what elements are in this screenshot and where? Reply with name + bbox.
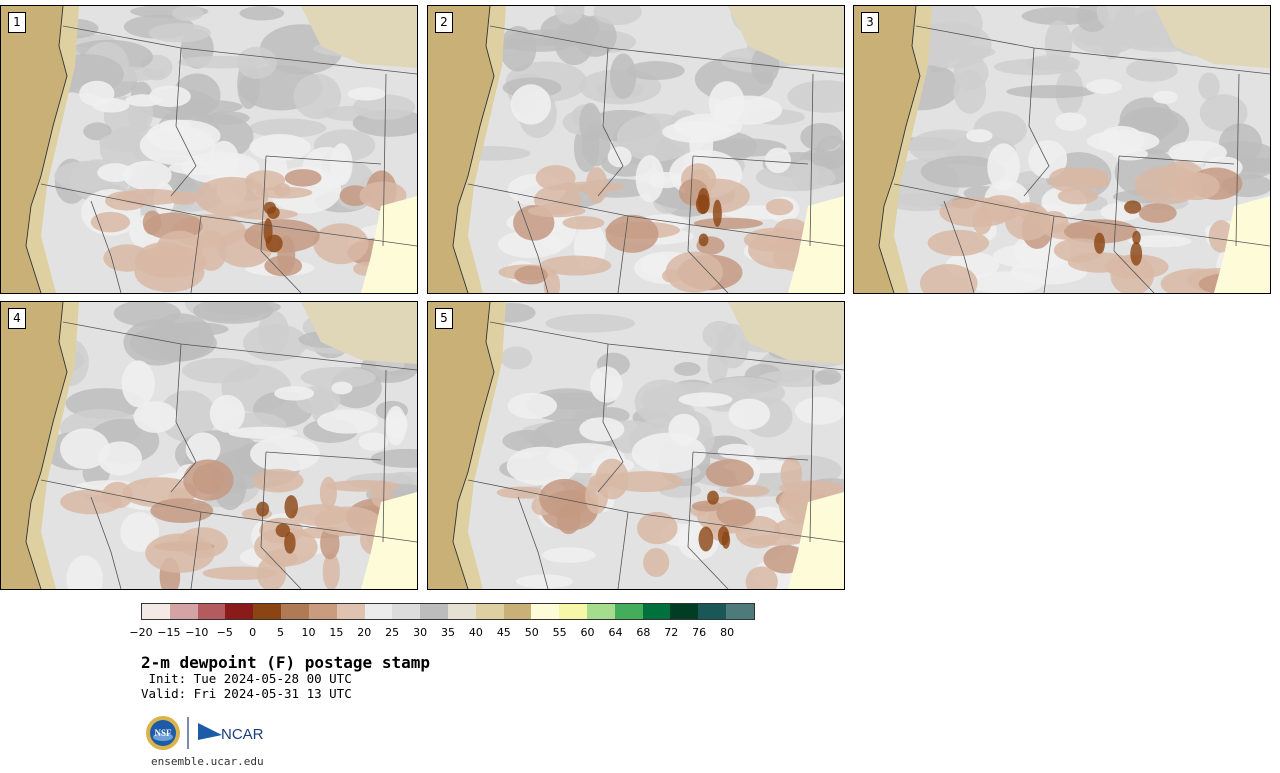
colorbar-tick-label: 20: [357, 626, 372, 639]
colorbar-tick-label: 55: [552, 626, 567, 639]
colorbar-tick-label: −5: [216, 626, 233, 639]
colorbar-segment: [281, 604, 309, 619]
colorbar-tick-label: 30: [413, 626, 428, 639]
nsf-ncar-logo[interactable]: NSF NCAR: [145, 714, 275, 754]
colorbar-segment: [614, 604, 643, 619]
colorbar-tick-label: 50: [524, 626, 539, 639]
panel-label: 4: [8, 308, 26, 329]
colorbar-tick-label: 15: [329, 626, 344, 639]
colorbar-segment: [336, 604, 365, 619]
dewpoint-map-4: [1, 302, 417, 589]
colorbar-segment: [587, 604, 615, 619]
dewpoint-map-5: [428, 302, 844, 589]
dewpoint-map-2: [428, 6, 844, 293]
panel-label: 5: [435, 308, 453, 329]
map-panel-5[interactable]: 5: [427, 301, 845, 590]
dewpoint-map-3: [854, 6, 1270, 293]
colorbar-segment: [447, 604, 476, 619]
colorbar-tick-label: 25: [385, 626, 400, 639]
colorbar-segment: [197, 604, 226, 619]
colorbar-tick-label: 35: [441, 626, 455, 639]
colorbar-segment: [503, 604, 532, 619]
colorbar-ticks: −20 −15 −10 −5 0 5 10 15 20 25 30 35 40 45 50 55 60 64 68 7…: [129, 626, 755, 640]
colorbar-tick-label: 72: [664, 626, 679, 639]
colorbar-tick-label: 64: [608, 626, 623, 639]
colorbar-segment: [559, 604, 587, 619]
colorbar-segment: [475, 604, 504, 619]
colorbar-tick-label: 0: [249, 626, 257, 639]
ncar-logo-icon: NCAR: [198, 723, 264, 743]
svg-text:NSF: NSF: [154, 728, 172, 738]
svg-text:NCAR: NCAR: [221, 726, 264, 743]
init-time: Init: Tue 2024-05-28 00 UTC: [141, 671, 352, 686]
colorbar-segment: [420, 604, 448, 619]
nsf-seal-icon: NSF: [146, 716, 180, 750]
colorbar-segment: [670, 604, 699, 619]
website-link[interactable]: ensemble.ucar.edu: [151, 755, 264, 768]
colorbar-tick-label: 76: [692, 626, 707, 639]
dewpoint-map-1: [1, 6, 417, 293]
map-panel-2[interactable]: 2: [427, 5, 845, 294]
colorbar-segment: [642, 604, 671, 619]
colorbar-segment: [308, 604, 337, 619]
colorbar: [141, 603, 755, 620]
page-title: 2-m dewpoint (F) postage stamp: [141, 653, 430, 672]
colorbar-segment: [531, 604, 560, 619]
colorbar-segment: [253, 604, 282, 619]
colorbar-tick-label: 60: [580, 626, 595, 639]
colorbar-tick-label: 68: [636, 626, 651, 639]
colorbar-tick-label: 40: [468, 626, 483, 639]
map-panel-1[interactable]: 1: [0, 5, 418, 294]
colorbar-tick-label: 10: [301, 626, 316, 639]
colorbar-tick-label: 45: [496, 626, 511, 639]
panel-label: 1: [8, 12, 26, 33]
colorbar-segment: [364, 604, 393, 619]
map-panel-3[interactable]: 3: [853, 5, 1271, 294]
colorbar-segment: [169, 604, 198, 619]
colorbar-segment: [698, 604, 727, 619]
panel-label: 2: [435, 12, 453, 33]
colorbar-tick-label: 80: [720, 626, 735, 639]
colorbar-segment: [225, 604, 254, 619]
panel-label: 3: [861, 12, 879, 33]
valid-time: Valid: Fri 2024-05-31 13 UTC: [141, 686, 352, 701]
colorbar-segment: [142, 604, 170, 619]
colorbar-segment: [726, 604, 754, 619]
colorbar-segment: [392, 604, 421, 619]
map-panel-4[interactable]: 4: [0, 301, 418, 590]
colorbar-tick-label: −15: [157, 626, 181, 639]
colorbar-tick-label: −10: [185, 626, 209, 639]
colorbar-tick-label: 5: [277, 626, 285, 639]
colorbar-tick-label: −20: [129, 626, 153, 639]
